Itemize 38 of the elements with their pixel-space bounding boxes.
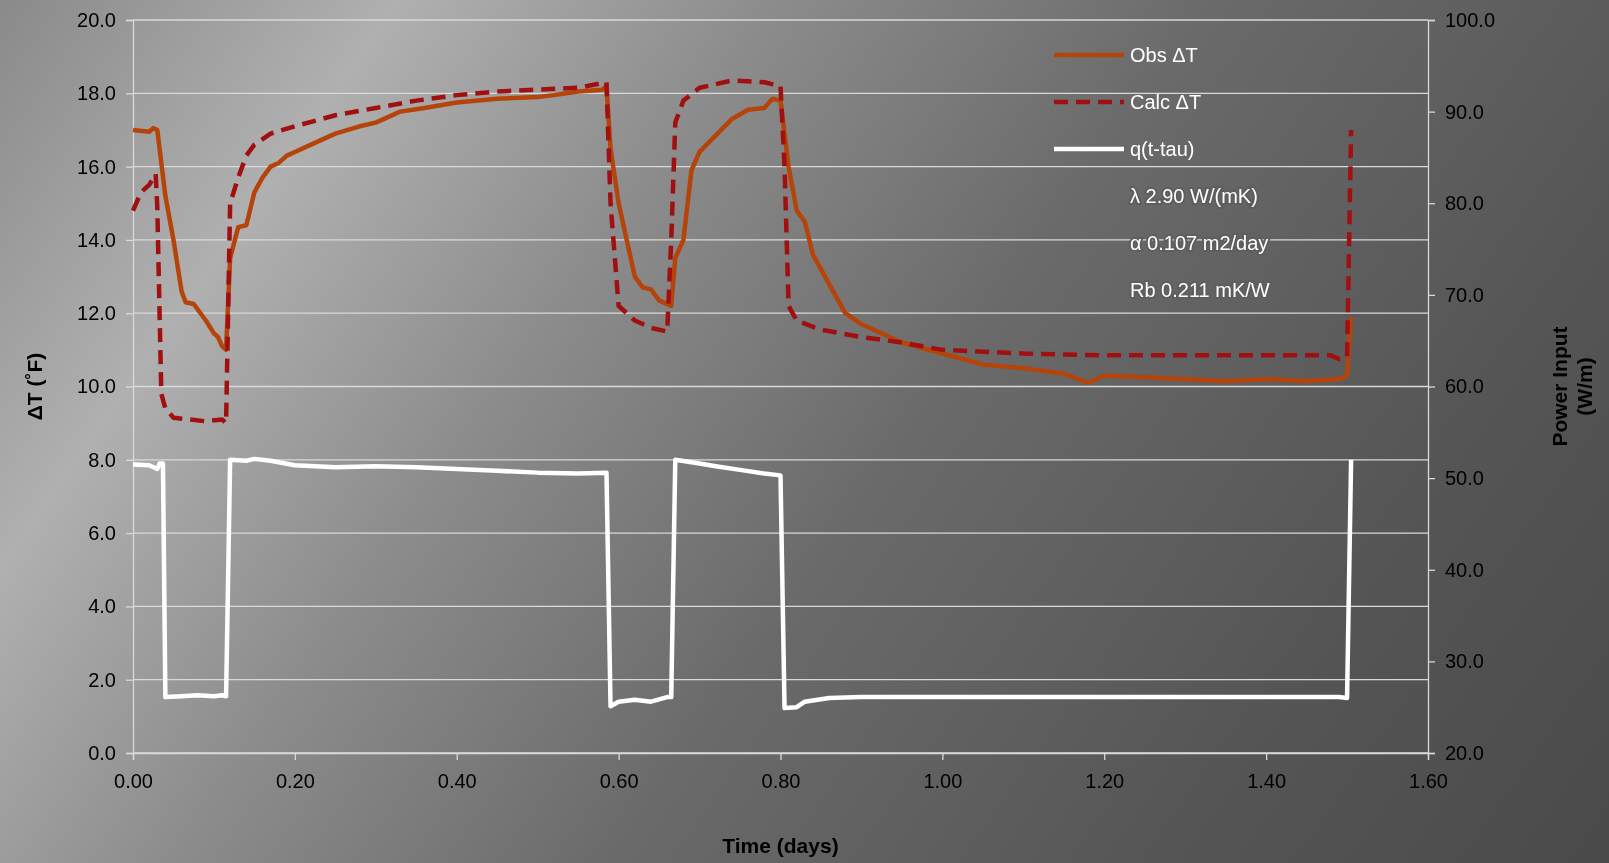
annotation: Rb 0.211 mK/W	[1130, 279, 1270, 301]
annotation: λ 2.90 W/(mK)	[1130, 185, 1258, 207]
y-tick-label: 6.0	[88, 522, 116, 544]
y2-tick-label: 70.0	[1445, 283, 1484, 306]
y2-axis-title: Power Input (W/m)	[1548, 326, 1596, 447]
y2-tick-label: 40.0	[1445, 558, 1484, 581]
y2-tick-label: 20.0	[1445, 741, 1484, 764]
x-tick-label: 1.40	[1247, 770, 1287, 793]
legend-label: Obs ΔT	[1130, 44, 1198, 66]
y-tick-label: 10.0	[77, 375, 116, 398]
x-tick-label: 0.60	[599, 770, 639, 793]
y-axis-title: ΔT (˚F)	[23, 352, 46, 421]
y2-tick-label: 90.0	[1445, 100, 1484, 123]
y2-tick-label: 30.0	[1445, 650, 1484, 673]
y-tick-label: 14.0	[77, 228, 116, 251]
y-tick-label: 8.0	[88, 448, 116, 471]
y-tick-label: 16.0	[77, 155, 116, 178]
x-axis-title: Time (days)	[722, 834, 839, 857]
y-tick-label: 20.0	[77, 8, 116, 31]
x-tick-label: 0.00	[114, 770, 153, 793]
y-tick-label: 0.0	[88, 741, 116, 764]
x-tick-label: 0.40	[437, 770, 477, 793]
y-tick-label: 2.0	[88, 668, 116, 691]
x-tick-label: 1.60	[1409, 770, 1448, 793]
y2-tick-label: 80.0	[1445, 192, 1484, 215]
y2-tick-label: 50.0	[1445, 467, 1484, 490]
x-tick-label: 1.00	[923, 770, 963, 793]
legend-label: Calc ΔT	[1130, 91, 1202, 113]
legend-label: q(t-tau)	[1130, 138, 1195, 160]
y-tick-label: 18.0	[77, 82, 116, 105]
line-series	[130, 456, 1354, 711]
y-tick-label: 12.0	[77, 302, 116, 325]
y-tick-label: 4.0	[88, 595, 116, 618]
y2-tick-label: 100.0	[1445, 8, 1496, 31]
x-tick-label: 1.20	[1085, 770, 1125, 793]
x-tick-label: 0.20	[275, 770, 315, 793]
y2-tick-label: 60.0	[1445, 375, 1484, 398]
x-tick-label: 0.80	[761, 770, 801, 793]
